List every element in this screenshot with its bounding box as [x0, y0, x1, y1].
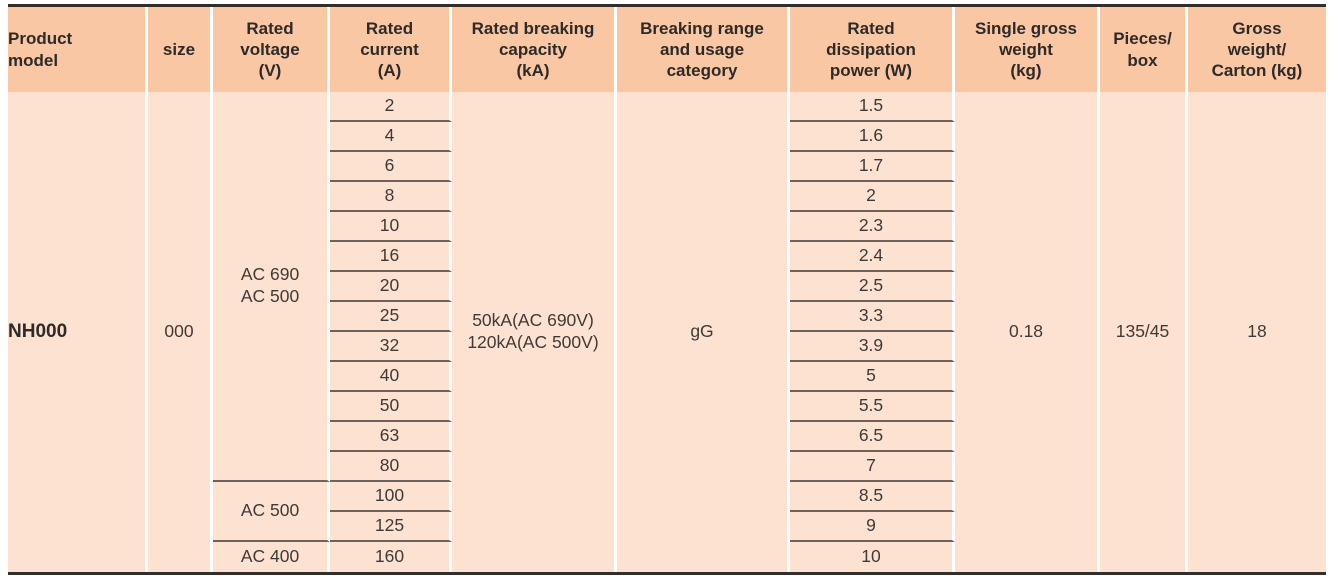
cell-current: 50 — [330, 392, 452, 422]
cell-current: 20 — [330, 272, 452, 302]
cell-voltage-group-3: AC 400 — [213, 542, 330, 572]
cell-pieces-per-box: 135/45 — [1100, 92, 1188, 572]
cell-current: 160 — [330, 542, 452, 572]
table-row: 40 5 — [8, 362, 1326, 392]
fuse-spec-table: Product model size Rated voltage (V) Rat… — [8, 7, 1326, 572]
table-row: 16 2.4 — [8, 242, 1326, 272]
column-header-single-gross-weight: Single gross weight (kg) — [955, 7, 1100, 92]
cell-current: 100 — [330, 482, 452, 512]
cell-power: 5.5 — [790, 392, 955, 422]
table-row: 32 3.9 — [8, 332, 1326, 362]
cell-usage-category: gG — [617, 92, 790, 572]
table-row: 4 1.6 — [8, 122, 1326, 152]
cell-power: 2 — [790, 182, 955, 212]
cell-power: 2.4 — [790, 242, 955, 272]
table-row: 80 7 — [8, 452, 1326, 482]
table-row: 125 9 — [8, 512, 1326, 542]
cell-size: 000 — [148, 92, 213, 572]
table-row: 25 3.3 — [8, 302, 1326, 332]
cell-power: 3.3 — [790, 302, 955, 332]
cell-current: 32 — [330, 332, 452, 362]
cell-current: 6 — [330, 152, 452, 182]
cell-power: 1.5 — [790, 92, 955, 122]
cell-current: 63 — [330, 422, 452, 452]
table-row: 8 2 — [8, 182, 1326, 212]
cell-power: 3.9 — [790, 332, 955, 362]
cell-voltage-group-2: AC 500 — [213, 482, 330, 542]
cell-voltage-group-1: AC 690 AC 500 — [213, 92, 330, 482]
table-row: AC 400 160 10 — [8, 542, 1326, 572]
cell-power: 8.5 — [790, 482, 955, 512]
cell-single-gross-weight: 0.18 — [955, 92, 1100, 572]
cell-current: 16 — [330, 242, 452, 272]
cell-current: 8 — [330, 182, 452, 212]
cell-breaking-capacity: 50kA(AC 690V) 120kA(AC 500V) — [452, 92, 617, 572]
cell-power: 6.5 — [790, 422, 955, 452]
table-row: 63 6.5 — [8, 422, 1326, 452]
column-header-rated-voltage: Rated voltage (V) — [213, 7, 330, 92]
cell-power: 10 — [790, 542, 955, 572]
cell-gross-weight-carton: 18 — [1188, 92, 1326, 572]
table-bottom-rule — [8, 572, 1326, 575]
cell-power: 1.6 — [790, 122, 955, 152]
cell-power: 7 — [790, 452, 955, 482]
table-row: AC 500 100 8.5 — [8, 482, 1326, 542]
table-row: 6 1.7 — [8, 152, 1326, 182]
column-header-pieces-box: Pieces/ box — [1100, 7, 1188, 92]
cell-current: 10 — [330, 212, 452, 242]
column-header-product-model: Product model — [8, 7, 148, 92]
table-top-rule — [8, 4, 1326, 7]
table-row: 10 2.3 — [8, 212, 1326, 242]
cell-current: 80 — [330, 452, 452, 482]
column-header-size: size — [148, 7, 213, 92]
cell-product-model: NH000 — [8, 92, 148, 572]
column-header-rated-current: Rated current (A) — [330, 7, 452, 92]
table-row: 50 5.5 — [8, 392, 1326, 422]
column-header-breaking-range: Breaking range and usage category — [617, 7, 790, 92]
cell-current: 125 — [330, 512, 452, 542]
column-header-gross-weight-carton: Gross weight/ Carton (kg) — [1188, 7, 1326, 92]
cell-current: 40 — [330, 362, 452, 392]
table-row: NH000 000 AC 690 AC 500 2 50kA(AC 690V) … — [8, 92, 1326, 572]
cell-power: 1.7 — [790, 152, 955, 182]
cell-current: 4 — [330, 122, 452, 152]
cell-current: 25 — [330, 302, 452, 332]
table-row: 20 2.5 — [8, 272, 1326, 302]
column-header-breaking-capacity: Rated breaking capacity (kA) — [452, 7, 617, 92]
cell-power: 2.3 — [790, 212, 955, 242]
header-row: Product model size Rated voltage (V) Rat… — [8, 7, 1326, 92]
column-header-dissipation-power: Rated dissipation power (W) — [790, 7, 955, 92]
cell-current: 2 — [330, 92, 452, 122]
cell-power: 2.5 — [790, 272, 955, 302]
cell-power: 9 — [790, 512, 955, 542]
cell-power: 5 — [790, 362, 955, 392]
